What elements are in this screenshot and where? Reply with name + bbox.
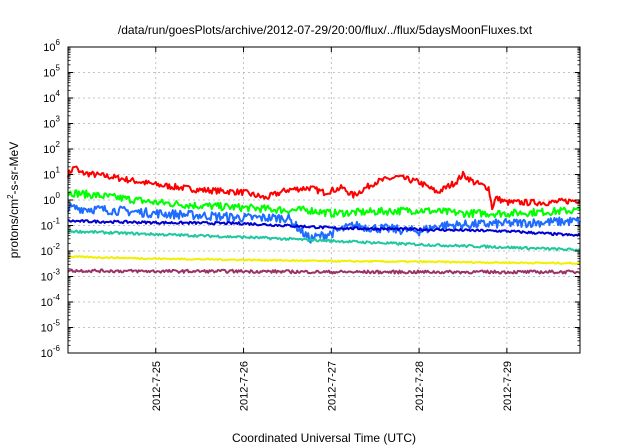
- x-axis-title: Coordinated Universal Time (UTC): [232, 431, 416, 445]
- y-tick-exponent: 4: [56, 89, 61, 98]
- y-tick-base: 10: [41, 221, 53, 233]
- y-tick-exponent: 2: [56, 140, 61, 149]
- y-axis-title-exponent: 2: [6, 194, 15, 199]
- y-tick-exponent: -3: [53, 268, 61, 277]
- y-tick-label: 100: [43, 191, 60, 207]
- x-tick-label: 2012-7-28: [414, 361, 426, 411]
- series-line-3: [67, 219, 581, 237]
- y-tick-exponent: -1: [53, 217, 61, 226]
- y-tick-base: 10: [43, 170, 55, 182]
- series-layer: [67, 165, 581, 275]
- y-tick-exponent: 3: [56, 115, 61, 124]
- x-tick-label: 2012-7-25: [151, 361, 163, 411]
- series-line-0: [67, 165, 581, 211]
- y-tick-base: 10: [41, 323, 53, 335]
- y-tick-base: 10: [43, 68, 55, 80]
- y-tick-label: 10-5: [41, 319, 61, 335]
- y-tick-exponent: 6: [56, 38, 61, 47]
- grid-lines: [68, 47, 580, 353]
- y-tick-label: 10-1: [41, 217, 61, 233]
- x-tick-label: 2012-7-27: [326, 361, 338, 411]
- x-tick-label: 2012-7-26: [239, 361, 251, 411]
- y-tick-exponent: -6: [53, 344, 61, 353]
- y-tick-label: 10-4: [41, 293, 61, 309]
- y-tick-label: 10-3: [41, 268, 61, 284]
- chart-title: /data/run/goesPlots/archive/2012-07-29/2…: [118, 23, 533, 37]
- series-line-1: [67, 189, 581, 219]
- y-tick-exponent: 0: [56, 191, 61, 200]
- y-tick-exponent: -4: [53, 293, 61, 302]
- x-axis: 2012-7-25 2012-7-26 2012-7-27 2012-7-28 2012…: [151, 47, 514, 411]
- y-tick-label: 101: [43, 166, 60, 182]
- y-tick-base: 10: [41, 348, 53, 360]
- y-tick-base: 10: [43, 195, 55, 207]
- y-tick-label: 103: [43, 115, 60, 131]
- y-tick-base: 10: [43, 119, 55, 131]
- y-tick-base: 10: [43, 42, 55, 54]
- y-tick-label: 10-6: [41, 344, 61, 360]
- y-tick-label: 104: [43, 89, 60, 105]
- x-tick-label: 2012-7-29: [502, 361, 514, 411]
- y-tick-label: 106: [43, 38, 60, 54]
- y-tick-base: 10: [43, 93, 55, 105]
- series-line-4: [67, 229, 581, 252]
- series-line-5: [67, 255, 581, 265]
- y-tick-base: 10: [41, 272, 53, 284]
- y-tick-base: 10: [41, 297, 53, 309]
- y-tick-label: 105: [43, 64, 60, 80]
- y-axis-title-prefix: protons/cm: [7, 199, 21, 258]
- y-axis-title: protons/cm2-s-sr-MeV: [6, 142, 21, 258]
- y-tick-base: 10: [43, 144, 55, 156]
- y-axis-title-suffix: -s-sr-MeV: [7, 142, 21, 195]
- y-tick-label: 10-2: [41, 242, 61, 258]
- y-tick-label: 102: [43, 140, 60, 156]
- y-tick-base: 10: [41, 246, 53, 258]
- y-tick-exponent: -2: [53, 242, 61, 251]
- y-tick-exponent: -5: [53, 319, 61, 328]
- y-axis: 10-610-510-410-310-210-11001011021031041…: [41, 38, 580, 360]
- y-tick-exponent: 5: [56, 64, 61, 73]
- y-tick-exponent: 1: [56, 166, 61, 175]
- series-line-6: [67, 268, 581, 275]
